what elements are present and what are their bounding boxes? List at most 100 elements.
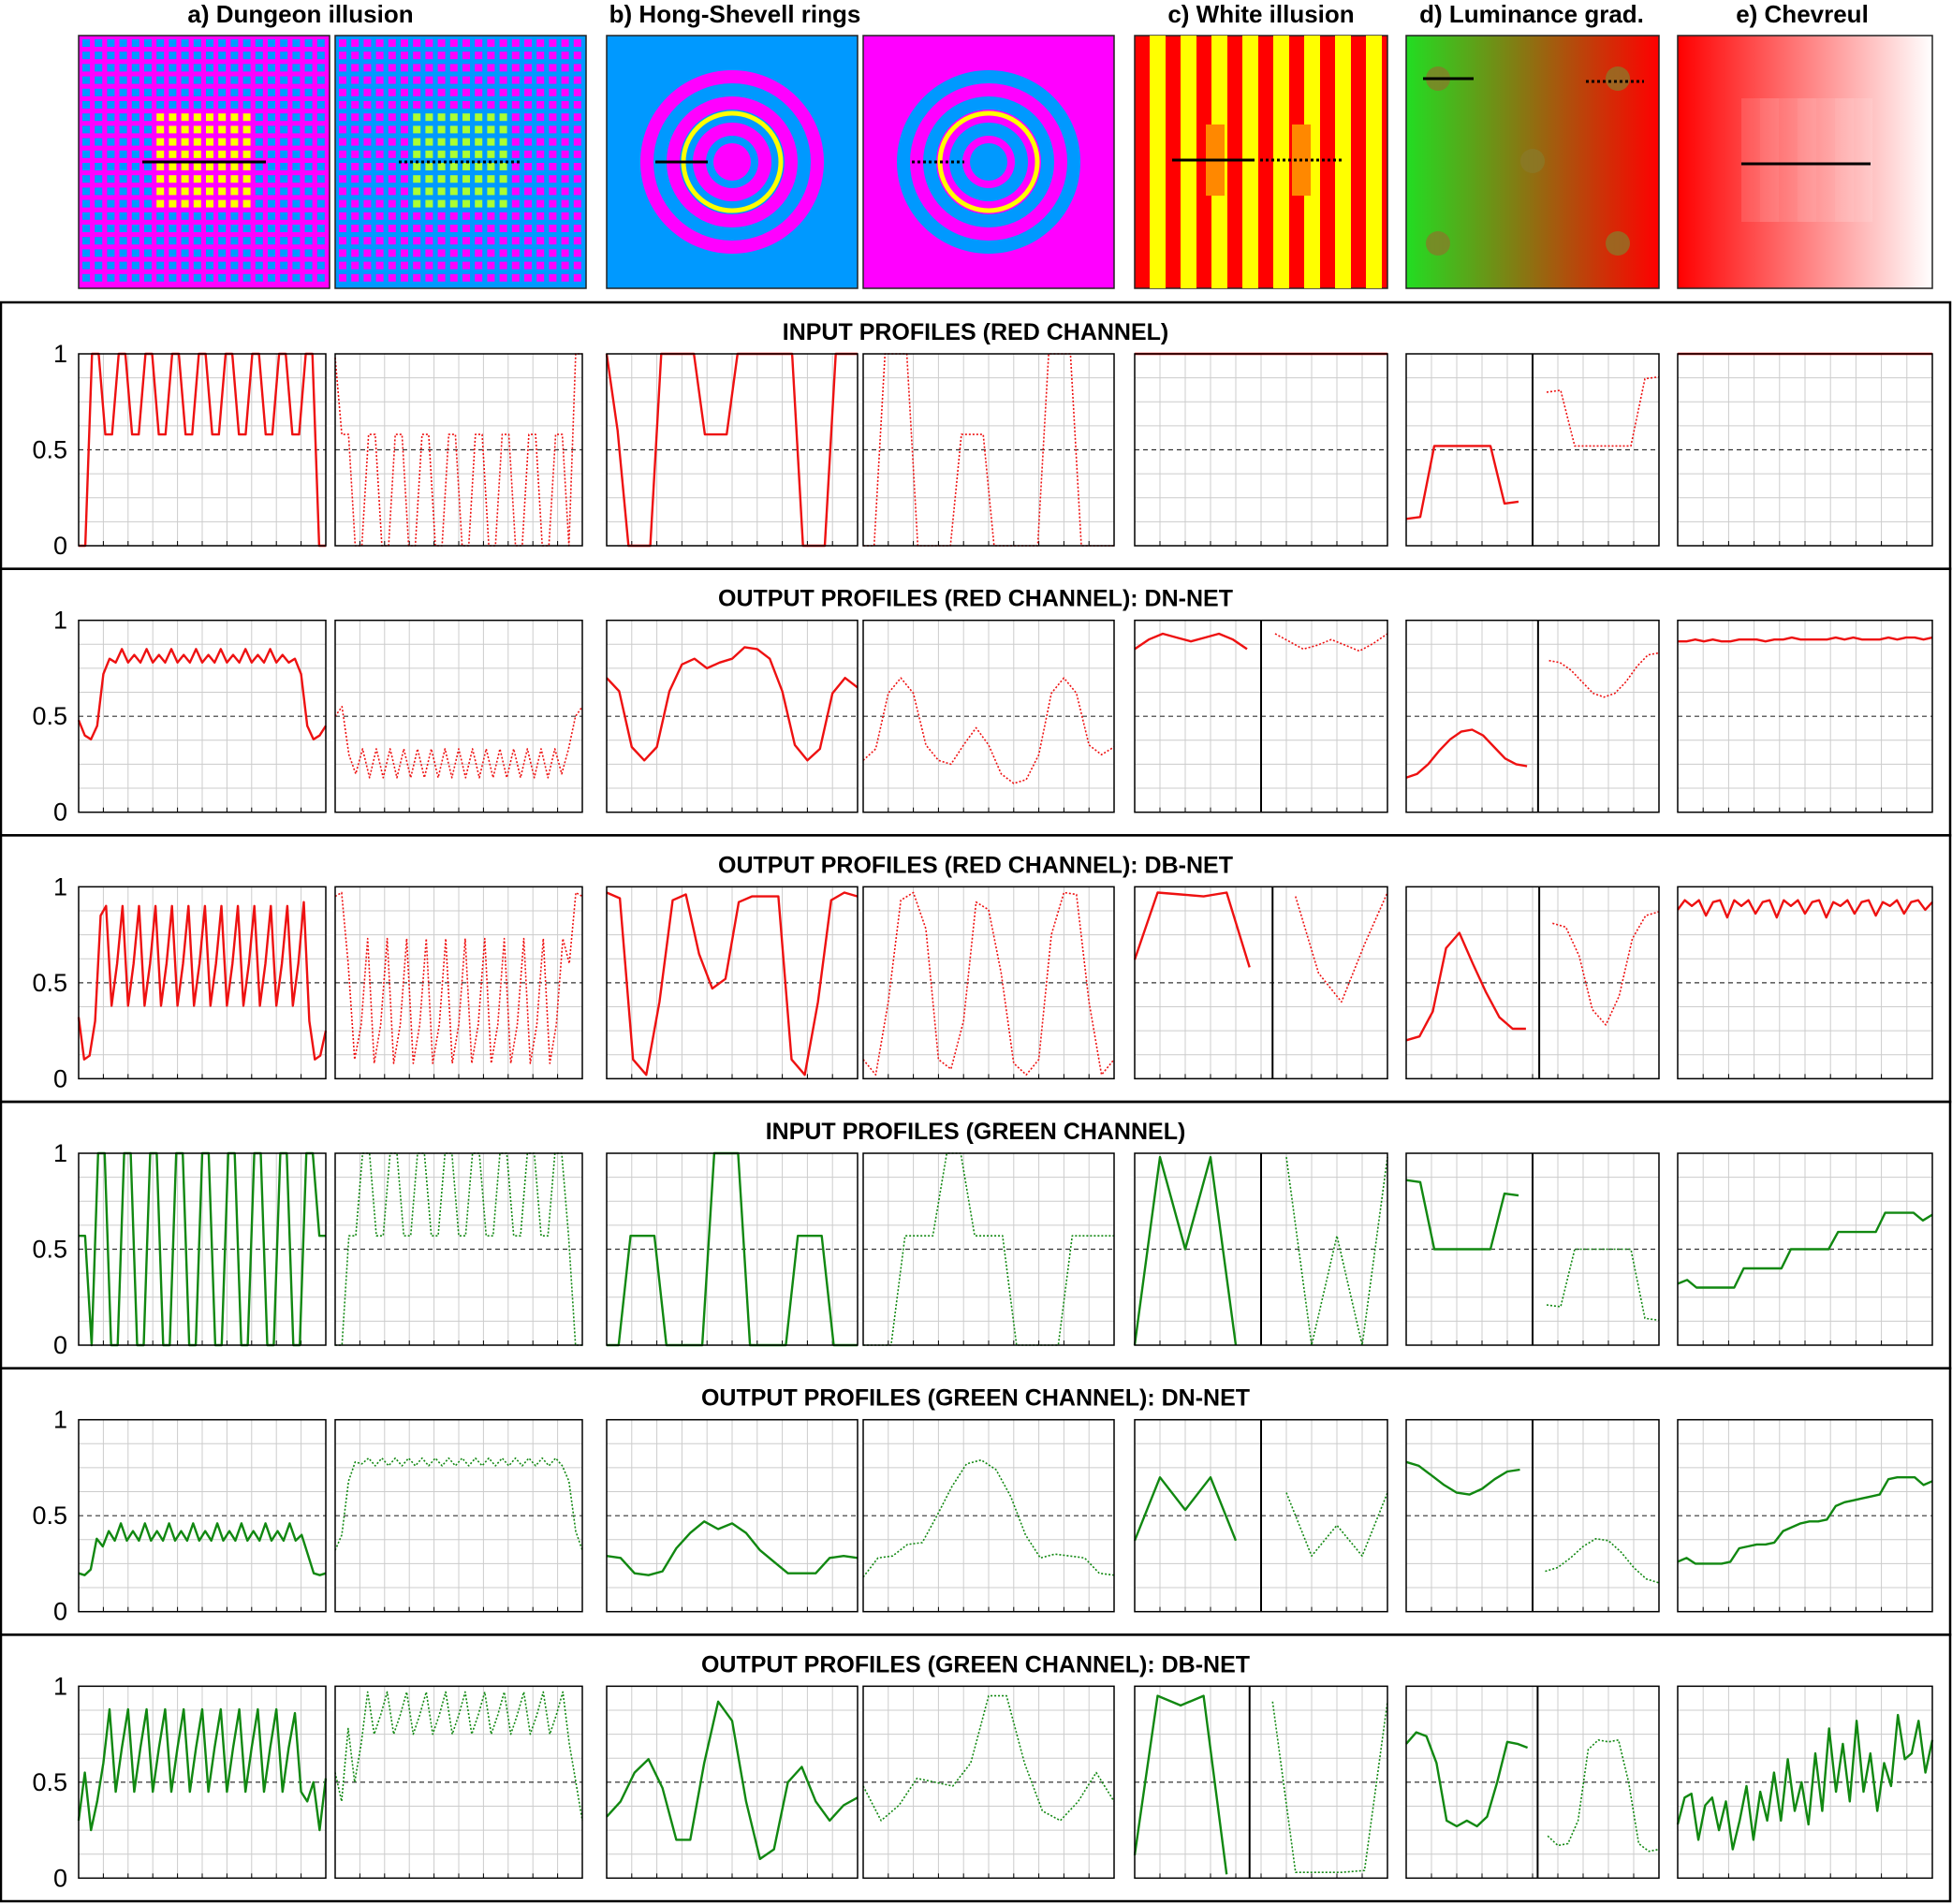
profile-panel [606,1151,859,1347]
panel-frame [1677,1418,1933,1613]
profile-series-line [1405,931,1526,1042]
panel-frame [862,1685,1115,1880]
panel-frame [1677,353,1933,547]
profile-panel [606,886,859,1080]
profile-panel [1677,352,1933,547]
dungeon-stimulus [78,35,330,289]
profile-series-line [78,1522,327,1576]
column-title-d: d) Luminance grad. [1419,0,1644,28]
panel-frame [334,1685,583,1880]
column-title-b: b) Hong-Shevell rings [609,0,861,28]
profile-panel [1405,353,1660,547]
panel-frame [606,1418,859,1613]
profile-series-line [1405,1179,1519,1251]
profile-series-line [1271,1701,1388,1873]
profile-series-line [606,646,859,762]
profile-panel [1133,886,1388,1080]
y-tick-label: 1 [53,1672,67,1700]
profile-panel [1405,619,1660,813]
rings-stimulus [606,35,859,289]
column-title-e: e) Chevreul [1736,0,1869,28]
panel-frame [606,353,859,547]
panel-frame [334,1418,583,1613]
y-tick-label: 0 [53,1064,67,1092]
profile-series-line [1548,652,1660,698]
profile-panel [334,1152,583,1346]
profile-panel [1133,1152,1388,1346]
profile-series-line [863,1152,1114,1346]
panel-frame [334,619,583,813]
panel-frame [78,1418,327,1613]
profile-series-line [1677,899,1933,919]
profile-series-line [1678,636,1933,643]
panel-frame [1677,1685,1933,1880]
y-tick-label: 0.5 [32,436,67,464]
panel-frame [78,619,327,813]
profile-panel [1133,1418,1388,1613]
panel-frame [862,353,1115,547]
panel-frame [606,1152,859,1346]
y-tick-label: 1 [53,1406,67,1434]
profile-panel [606,1685,859,1880]
panel-frame [78,353,327,547]
panel-frame [862,1152,1115,1346]
profile-series-line [1676,1713,1934,1851]
profile-panel [1405,886,1660,1080]
profile-panel [862,1418,1115,1613]
panel-frame [334,1152,583,1346]
profile-series-line [1274,633,1388,652]
profile-series-line [606,891,859,1076]
profile-panel [77,886,328,1080]
profile-row: OUTPUT PROFILES (RED CHANNEL): DB-NET 1 0.… [0,834,1952,1104]
profile-row: INPUT PROFILES (GREEN CHANNEL) 1 0.5 0 [0,1100,1952,1369]
profile-series-line [77,648,328,740]
profile-row: OUTPUT PROFILES (GREEN CHANNEL): DN-NET 1… [0,1367,1952,1636]
panel-frame [1677,886,1933,1080]
dungeon-stimulus [334,35,587,289]
profile-series-line [1405,445,1519,520]
panel-frame [1677,1152,1933,1346]
profile-panel [78,1418,327,1613]
profile-panel [606,619,859,813]
panel-frame [606,886,859,1080]
y-tick-label: 0.5 [32,1501,67,1530]
panel-frame [1405,353,1660,547]
profile-panel [1405,1685,1660,1880]
profile-panel [862,353,1115,547]
panel-frame [606,619,859,813]
profile-panel [1677,1152,1933,1346]
profile-panel [334,1685,583,1880]
panel-frame [1134,619,1388,813]
profile-panel [606,1418,859,1613]
profile-panel [1677,619,1933,813]
panel-frame [1405,886,1660,1080]
profile-series-line [1133,1475,1238,1542]
profile-panel [334,353,583,547]
profile-series-line [606,1520,859,1576]
y-tick-label: 0.5 [32,1768,67,1796]
panel-frame [1405,1685,1660,1880]
profile-panel [862,619,1115,813]
profile-series-line [1677,1211,1933,1289]
profile-series-line [77,901,328,1062]
profile-panel [1133,1685,1388,1880]
panel-frame [1134,1685,1388,1880]
profile-panel [862,1685,1115,1880]
profile-panel [334,619,583,813]
panel-frame [78,1685,327,1880]
profile-panel [862,886,1115,1080]
profile-series-line [1547,1739,1660,1853]
profile-series-line [334,1691,583,1822]
profile-series-line [334,891,583,1064]
profile-panel [78,1151,327,1347]
profile-panel [1405,1152,1660,1346]
stimulus-images [78,35,1933,289]
profile-series-line [334,353,582,547]
row-frame [0,1633,1952,1903]
panel-frame [78,1152,327,1346]
profile-series-line [1133,891,1251,968]
column-title-a: a) Dungeon illusion [187,0,413,28]
panel-frame [334,886,583,1080]
chevreul-stimulus [1677,35,1933,289]
profile-panel [1676,1685,1934,1880]
